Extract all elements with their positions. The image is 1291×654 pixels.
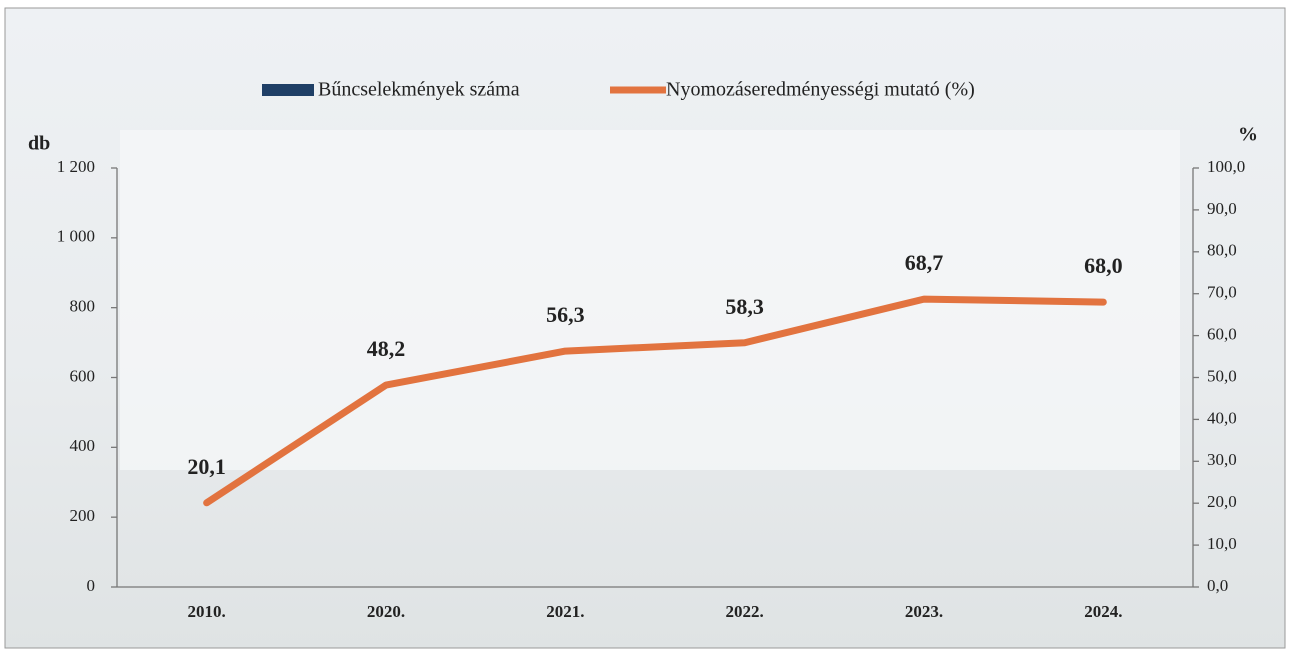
y2-tick-label: 80,0 [1207, 241, 1237, 260]
y2-axis-title: % [1238, 124, 1258, 146]
y2-tick-label: 0,0 [1207, 576, 1228, 595]
y2-tick-label: 90,0 [1207, 199, 1237, 218]
y-tick-label: 400 [70, 436, 96, 455]
x-tick-label: 2020. [367, 602, 405, 621]
y2-tick-label: 10,0 [1207, 534, 1237, 553]
chart: db % 0 200 400 600 800 1 000 1 200 0,0 10,0 20,0 3… [0, 0, 1291, 654]
y2-tick-label: 60,0 [1207, 325, 1237, 344]
data-label: 56,3 [546, 302, 585, 327]
y-tick-label: 1 000 [57, 227, 95, 246]
y-tick-label: 200 [70, 506, 96, 525]
data-label: 68,0 [1084, 253, 1123, 278]
legend-label: Nyomozáseredményességi mutató (%) [666, 79, 975, 101]
legend-swatch [262, 84, 314, 96]
x-tick-label: 2010. [188, 602, 226, 621]
y2-tick-label: 50,0 [1207, 366, 1237, 385]
y-tick-label: 800 [70, 297, 96, 316]
y-axis-title: db [28, 133, 50, 155]
data-label: 20,1 [187, 454, 226, 479]
data-label: 68,7 [905, 250, 944, 275]
x-tick-label: 2023. [905, 602, 943, 621]
y2-tick-label: 40,0 [1207, 408, 1237, 427]
y-tick-label: 1 200 [57, 157, 95, 176]
y2-tick-label: 20,0 [1207, 492, 1237, 511]
x-tick-label: 2022. [726, 602, 764, 621]
x-tick-label: 2024. [1084, 602, 1122, 621]
y2-tick-label: 100,0 [1207, 157, 1245, 176]
y-tick-label: 0 [87, 576, 96, 595]
y2-tick-label: 70,0 [1207, 283, 1237, 302]
y2-tick-label: 30,0 [1207, 450, 1237, 469]
data-label: 58,3 [725, 294, 764, 319]
x-tick-label: 2021. [546, 602, 584, 621]
data-label: 48,2 [367, 336, 406, 361]
y-tick-label: 600 [70, 366, 96, 385]
legend-label: Bűncselekmények száma [318, 79, 520, 101]
page: db % 0 200 400 600 800 1 000 1 200 0,0 10,0 20,0 3… [0, 0, 1291, 654]
